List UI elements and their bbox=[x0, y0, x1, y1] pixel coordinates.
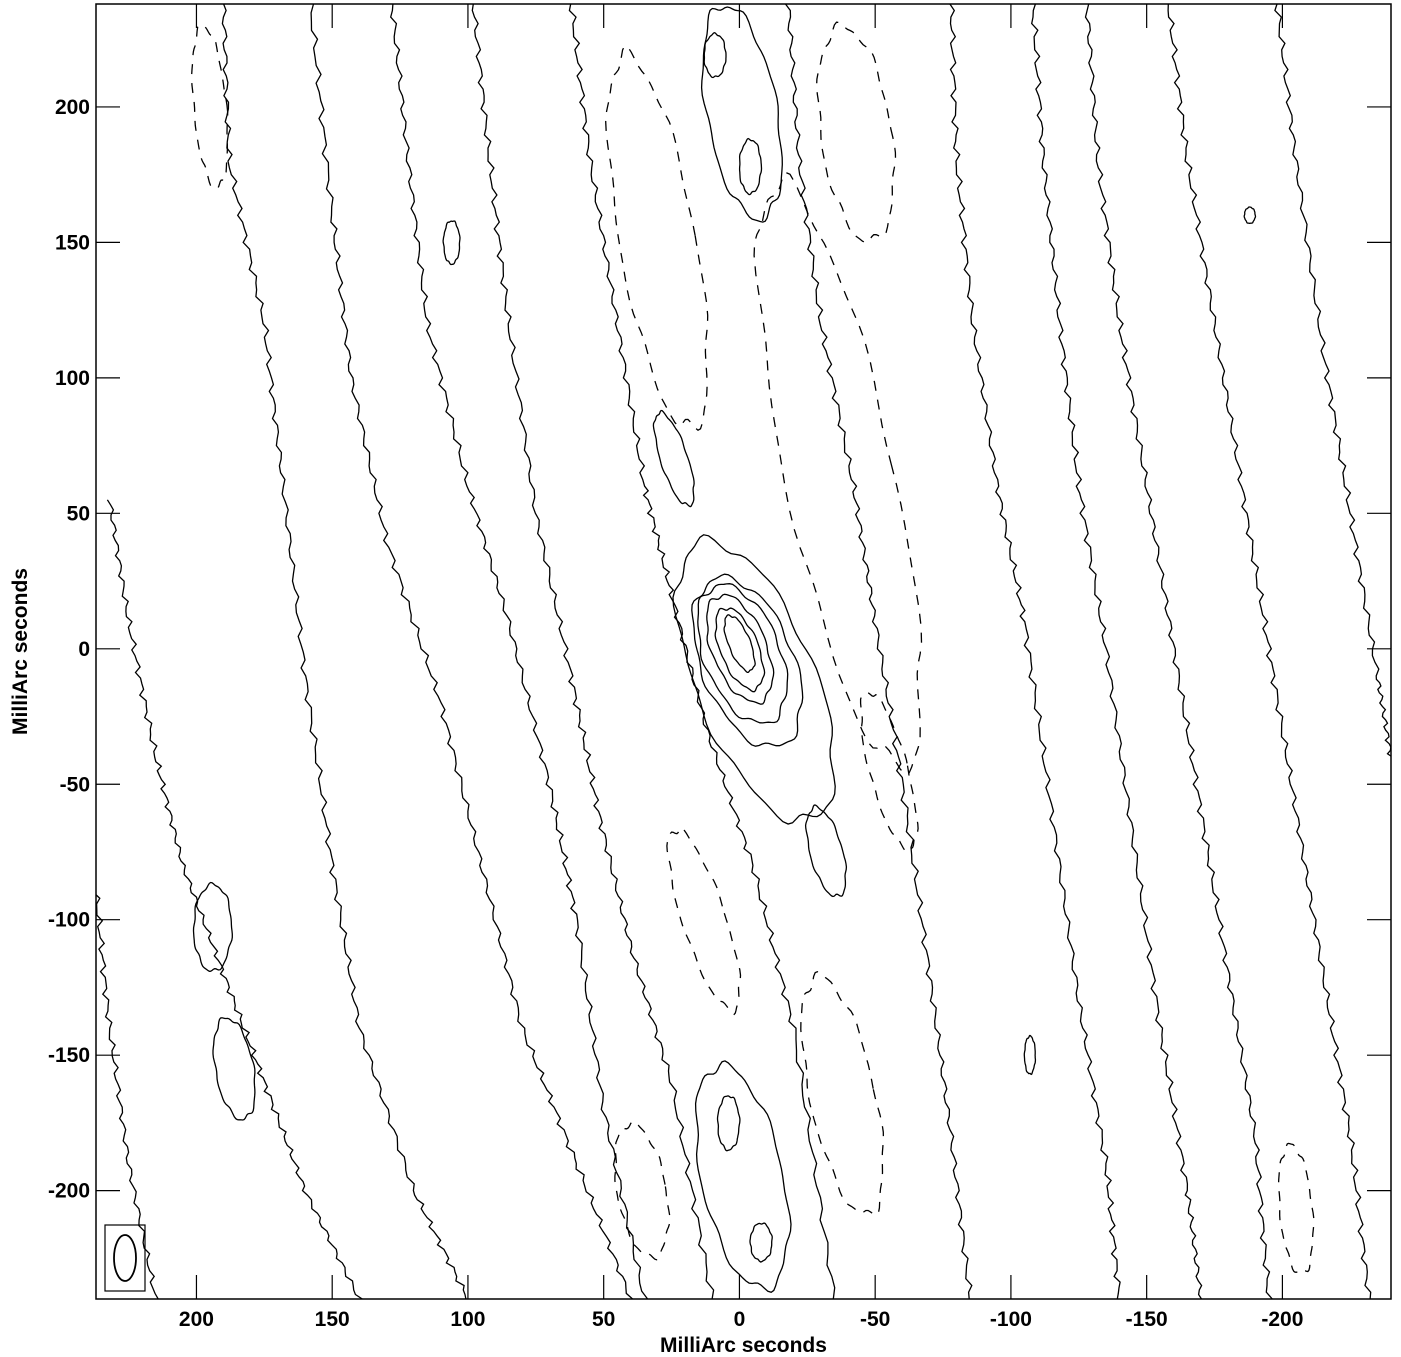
positive-contour bbox=[694, 1060, 792, 1294]
positive-contour bbox=[804, 804, 848, 898]
positive-contour bbox=[442, 220, 461, 266]
negative-contour bbox=[666, 826, 742, 1016]
positive-contour bbox=[716, 1095, 741, 1152]
negative-contour bbox=[1277, 1142, 1315, 1275]
plot-frame bbox=[95, 3, 1392, 1300]
positive-contour bbox=[703, 32, 727, 79]
positive-contour bbox=[1023, 1034, 1037, 1076]
y-tick-label: -200 bbox=[48, 1180, 90, 1203]
x-tick-label: 0 bbox=[734, 1308, 746, 1331]
ridge-contour bbox=[1030, 4, 1203, 1299]
positive-contour bbox=[697, 583, 789, 724]
x-tick-label: -100 bbox=[990, 1308, 1032, 1331]
positive-contour bbox=[749, 1222, 773, 1263]
negative-contour bbox=[614, 1120, 671, 1261]
ridge-contour bbox=[389, 4, 649, 1299]
contour-lines bbox=[96, 4, 1391, 1299]
y-tick-label: -100 bbox=[48, 909, 90, 932]
negative-contour bbox=[753, 171, 923, 776]
x-axis-title: MilliArc seconds bbox=[660, 1334, 827, 1357]
y-tick-label: 150 bbox=[55, 231, 90, 254]
positive-contour bbox=[652, 409, 695, 508]
y-tick-label: 200 bbox=[55, 96, 90, 119]
beam-ellipse bbox=[113, 1234, 137, 1282]
ridge-contour bbox=[96, 893, 159, 1299]
negative-contour bbox=[859, 691, 919, 853]
positive-contour bbox=[1243, 206, 1257, 224]
ridge-contour bbox=[568, 4, 836, 1299]
positive-contour bbox=[212, 1017, 256, 1121]
y-axis-title: MilliArc seconds bbox=[9, 568, 32, 735]
positive-contour bbox=[691, 573, 804, 747]
y-tick-label: -50 bbox=[60, 773, 90, 796]
y-tick-label: 0 bbox=[78, 638, 90, 661]
tick-marks bbox=[96, 4, 1391, 1299]
negative-contour bbox=[605, 44, 709, 431]
ridge-contour bbox=[471, 4, 715, 1299]
y-tick-label: -150 bbox=[48, 1044, 90, 1067]
x-tick-label: -200 bbox=[1261, 1308, 1303, 1331]
ridge-contour bbox=[949, 4, 1121, 1299]
x-tick-label: 200 bbox=[179, 1308, 214, 1331]
positive-contour bbox=[672, 534, 836, 825]
ridge-contour bbox=[1167, 4, 1372, 1299]
y-tick-label: 100 bbox=[55, 367, 90, 390]
beam-inset bbox=[104, 1224, 146, 1292]
negative-contour bbox=[190, 24, 229, 190]
ridge-contour bbox=[1274, 4, 1391, 757]
ridge-contour bbox=[310, 4, 634, 1299]
negative-contour bbox=[800, 970, 885, 1216]
negative-contour bbox=[815, 21, 897, 244]
x-tick-label: 100 bbox=[450, 1308, 485, 1331]
ridge-contour bbox=[106, 499, 363, 1299]
ridge-contour bbox=[1084, 4, 1273, 1299]
positive-contour bbox=[192, 881, 233, 972]
ridge-contour bbox=[221, 4, 467, 1299]
positive-contour bbox=[700, 6, 783, 223]
x-tick-label: 50 bbox=[592, 1308, 615, 1331]
y-tick-label: 50 bbox=[67, 502, 90, 525]
beam-box bbox=[104, 1224, 146, 1292]
positive-contour bbox=[723, 614, 756, 674]
positive-contour bbox=[738, 137, 763, 196]
x-tick-label: -150 bbox=[1126, 1308, 1168, 1331]
ridge-contour bbox=[784, 4, 973, 1299]
positive-contour bbox=[706, 593, 775, 705]
x-tick-label: -50 bbox=[860, 1308, 890, 1331]
tick-labels: 200 150 100 50 0 -50 -100 -150 -200 200 150 100 50 0 -… bbox=[48, 96, 1303, 1331]
positive-contour bbox=[714, 607, 766, 693]
x-tick-label: 150 bbox=[315, 1308, 350, 1331]
